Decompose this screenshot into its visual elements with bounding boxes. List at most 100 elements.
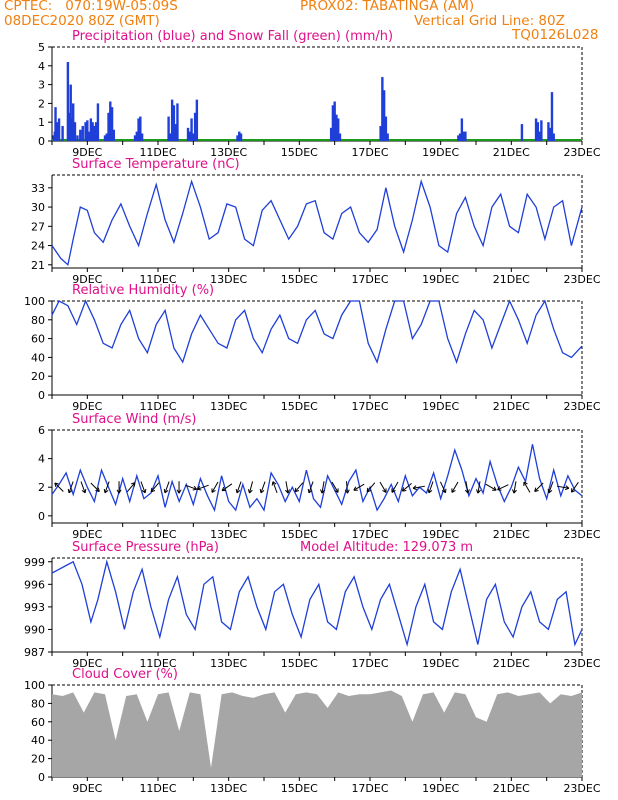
header-vertical-grid: Vertical Grid Line: 80Z <box>414 13 565 29</box>
precip-bar <box>69 84 72 141</box>
x-tick-label: 13DEC <box>210 400 247 413</box>
precip-bar <box>379 125 382 141</box>
y-tick-label: 27 <box>31 220 45 233</box>
precip-bar <box>139 116 142 141</box>
x-tick-label: 17DEC <box>351 146 388 159</box>
wind-arrow <box>477 481 481 494</box>
precip-bar <box>61 125 64 141</box>
wind-arrow <box>164 481 170 494</box>
wind-arrow <box>556 485 569 489</box>
wind-arrow <box>391 481 399 493</box>
y-tick-label: 6 <box>38 424 45 437</box>
x-tick-label: 13DEC <box>210 273 247 286</box>
wind-arrow <box>80 481 86 494</box>
precip-bar <box>174 124 177 141</box>
wind-arrow-head <box>176 489 182 494</box>
x-tick-label: 23DEC <box>563 146 600 159</box>
precip-bar <box>91 122 94 141</box>
panel-title: Relative Humidity (%) <box>72 283 214 298</box>
wind-arrow <box>428 481 434 494</box>
wind-arrow <box>485 483 497 491</box>
header-location: PROX02: TABATINGA (AM) <box>300 0 475 14</box>
y-tick-label: 30 <box>31 201 45 214</box>
x-tick-label: 15DEC <box>281 400 318 413</box>
x-tick-label: 17DEC <box>351 782 388 795</box>
wind-arrow <box>353 483 365 491</box>
wind-arrow <box>548 481 554 494</box>
x-tick-label: 21DEC <box>493 657 530 670</box>
y-tick-label: 80 <box>31 314 45 327</box>
wind-arrow-head <box>353 486 358 491</box>
y-tick-label: 987 <box>24 646 45 659</box>
wind-arrow-head <box>103 488 109 494</box>
wind-arrow <box>523 481 531 493</box>
precip-bar <box>333 101 336 141</box>
x-tick-label: 9DEC <box>72 528 102 541</box>
y-tick-label: 0 <box>38 771 45 784</box>
precip-bar <box>520 124 524 141</box>
precip-bar <box>133 135 137 141</box>
x-tick-label: 17DEC <box>351 657 388 670</box>
precip-bar <box>169 133 172 141</box>
precip-bar <box>70 118 73 141</box>
precip-bar <box>81 125 84 141</box>
precip-bar <box>135 131 138 141</box>
y-tick-label: 100 <box>24 679 45 692</box>
wind-arrow-head <box>451 488 456 493</box>
wind-arrow <box>211 481 219 493</box>
wind-arrow <box>294 482 304 493</box>
x-tick-label: 17DEC <box>351 528 388 541</box>
precip-bar <box>338 133 342 141</box>
wind-arrow-head <box>307 488 313 494</box>
y-tick-label: 5 <box>38 41 45 54</box>
y-tick-label: 80 <box>31 697 45 710</box>
y-tick-label: 999 <box>24 556 45 569</box>
precip-bar <box>103 135 107 141</box>
wind-arrow <box>285 481 289 494</box>
x-tick-label: 15DEC <box>281 273 318 286</box>
x-tick-label: 23DEC <box>563 400 600 413</box>
y-tick-label: 4 <box>38 60 45 73</box>
series-line <box>51 299 583 365</box>
precip-bar <box>534 118 538 141</box>
precip-bar <box>329 127 333 141</box>
x-tick-label: 9DEC <box>72 657 102 670</box>
y-tick-label: 990 <box>24 623 45 636</box>
wind-arrow <box>465 481 469 494</box>
wind-arrow <box>90 482 100 492</box>
precip-bar <box>110 107 114 141</box>
wind-arrow-head <box>320 489 325 494</box>
wind-arrow <box>54 482 64 492</box>
x-tick-label: 19DEC <box>422 273 459 286</box>
wind-arrow-head <box>366 487 372 493</box>
wind-arrow <box>68 481 74 494</box>
wind-arrow-head <box>197 485 202 491</box>
precip-bar <box>112 129 116 141</box>
x-tick-label: 23DEC <box>563 782 600 795</box>
wind-arrow-head <box>294 487 300 493</box>
precip-bar <box>460 118 464 141</box>
wind-arrow <box>379 481 387 493</box>
wind-arrow-head <box>570 488 576 493</box>
wind-arrow-head <box>259 488 265 494</box>
precip-bar <box>93 125 96 141</box>
wind-arrow-head <box>334 488 339 493</box>
x-tick-label: 9DEC <box>72 400 102 413</box>
wind-arrow <box>150 482 160 493</box>
x-tick-label: 17DEC <box>351 273 388 286</box>
precip-bar <box>79 129 82 141</box>
wind-arrow-head <box>163 488 169 494</box>
precip-bar <box>72 103 75 141</box>
x-tick-label: 11DEC <box>139 528 176 541</box>
wind-arrow-head <box>81 488 87 494</box>
precip-bar <box>96 103 100 141</box>
y-tick-label: 0 <box>38 510 45 523</box>
precip-bar <box>335 114 338 141</box>
y-tick-label: 0 <box>38 389 45 402</box>
precip-bar <box>188 131 191 141</box>
wind-arrow-head <box>211 488 216 493</box>
header-code: TQ0126L028 <box>512 27 599 43</box>
x-tick-label: 23DEC <box>563 528 600 541</box>
wind-arrow-head <box>54 482 59 487</box>
x-tick-label: 21DEC <box>493 782 530 795</box>
